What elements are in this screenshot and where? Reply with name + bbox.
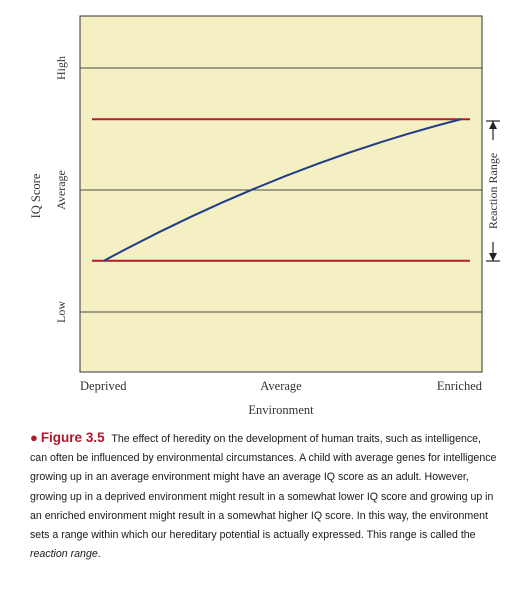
x-axis-title: Environment — [248, 403, 314, 417]
caption-term: reaction range — [30, 548, 98, 561]
y-axis-title: IQ Score — [29, 173, 43, 218]
data-curve — [103, 118, 462, 262]
caption-end: . — [97, 548, 101, 561]
y-tick-labels: Low Average High — [54, 56, 68, 323]
bracket-arrow-up — [489, 121, 497, 129]
x-tick-deprived: Deprived — [80, 379, 127, 393]
figure-label: Figure 3.5 — [40, 430, 105, 445]
reference-lines — [92, 118, 470, 262]
figure-caption: ● Figure 3.5 The effect of heredity on t… — [30, 428, 500, 564]
caption-text: The effect of heredity on the developmen… — [30, 433, 497, 542]
x-tick-labels: Deprived Average Enriched — [80, 379, 483, 393]
reaction-range-bracket: Reaction Range — [486, 120, 500, 262]
y-tick-high: High — [54, 56, 68, 80]
caption-bullet: ● — [30, 430, 38, 445]
bracket-arrow-down — [489, 253, 497, 261]
plot-area — [79, 15, 483, 373]
x-tick-average: Average — [260, 379, 302, 393]
x-tick-enriched: Enriched — [437, 379, 483, 393]
gridlines — [80, 67, 482, 313]
y-tick-average: Average — [54, 170, 68, 210]
y-tick-low: Low — [54, 301, 68, 323]
chart: Low Average High Deprived Average Enriched I… — [29, 15, 500, 417]
bracket-label: Reaction Range — [486, 153, 500, 229]
